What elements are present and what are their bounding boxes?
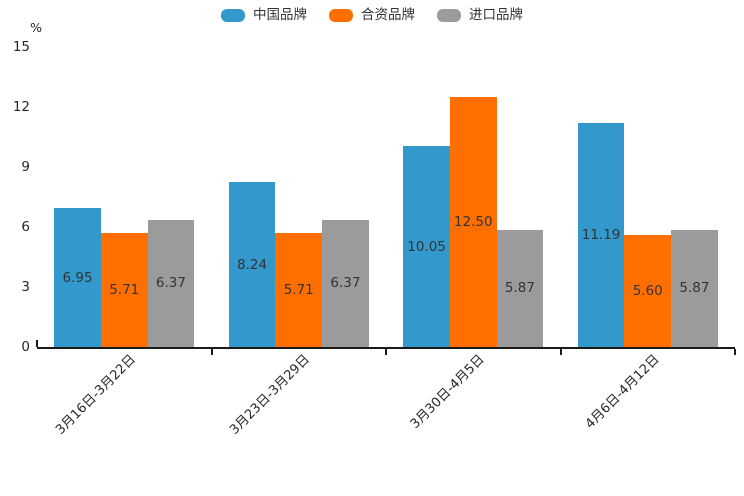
x-axis-category-label: 3月16日-3月22日 [53,352,139,438]
bar-value-label: 5.87 [504,280,535,297]
x-axis-tick-mark [559,349,562,355]
bar-value-label: 5.87 [679,280,710,297]
bar-value-label: 12.50 [453,214,493,230]
y-axis-tick-label: 15 [12,39,30,55]
y-axis-tick-label: 12 [12,99,30,115]
x-axis-line [37,347,735,349]
bar-value-label: 8.24 [237,256,268,273]
bar-value-label: 6.37 [330,275,361,292]
bar-series2-group3: 5.87 [671,229,718,347]
x-axis-tick-mark [734,349,736,355]
bar-series0-group3: 11.19 [577,123,625,347]
bar-value-label: 5.71 [109,281,140,298]
y-axis-tick-label: 6 [21,219,30,235]
bar-series0-group1: 8.24 [228,182,276,347]
bar-series1-group1: 5.71 [275,232,323,347]
bar-series0-group2: 10.05 [403,146,450,347]
x-axis-category-label: 4月6日-4月12日 [582,352,663,432]
bar-series2-group0: 6.37 [147,219,195,347]
y-axis-unit-label: % [30,20,42,35]
y-axis-tick-label: 9 [21,159,30,175]
bar-value-label: 11.19 [581,227,621,244]
bar-series0-group0: 6.95 [54,208,101,347]
x-axis-tick-mark [385,349,387,355]
bar-value-label: 5.60 [632,283,663,299]
bar-series2-group1: 6.37 [322,219,369,347]
legend-swatch-icon [329,9,353,22]
legend-item-2: 进口品牌 [437,7,523,24]
x-axis-category-label: 3月23日-3月29日 [227,352,314,438]
x-axis-category-label: 3月30日-4月5日 [407,352,488,432]
bar-value-label: 10.05 [407,238,446,255]
bar-series1-group3: 5.60 [624,235,672,347]
legend-item-label: 合资品牌 [361,7,415,23]
bar-series1-group2: 12.50 [449,97,497,347]
legend-item-label: 中国品牌 [253,7,307,23]
bar-value-label: 5.71 [283,281,314,298]
y-axis-tick-label: 0 [21,339,30,355]
legend-item-1: 合资品牌 [329,7,415,24]
x-axis-tick-mark [36,340,38,347]
bar-series2-group2: 5.87 [496,229,544,347]
legend-swatch-icon [221,9,245,22]
x-axis-tick-mark [210,349,213,355]
bar-value-label: 6.37 [155,275,186,292]
bar-value-label: 6.95 [62,269,93,286]
legend-swatch-icon [437,9,461,22]
legend-item-0: 中国品牌 [221,7,307,24]
legend-item-label: 进口品牌 [469,7,523,23]
y-axis-tick-label: 3 [21,279,30,295]
bar-series1-group0: 5.71 [100,232,148,347]
chart-legend: 中国品牌 合资品牌 进口品牌 [0,7,744,24]
